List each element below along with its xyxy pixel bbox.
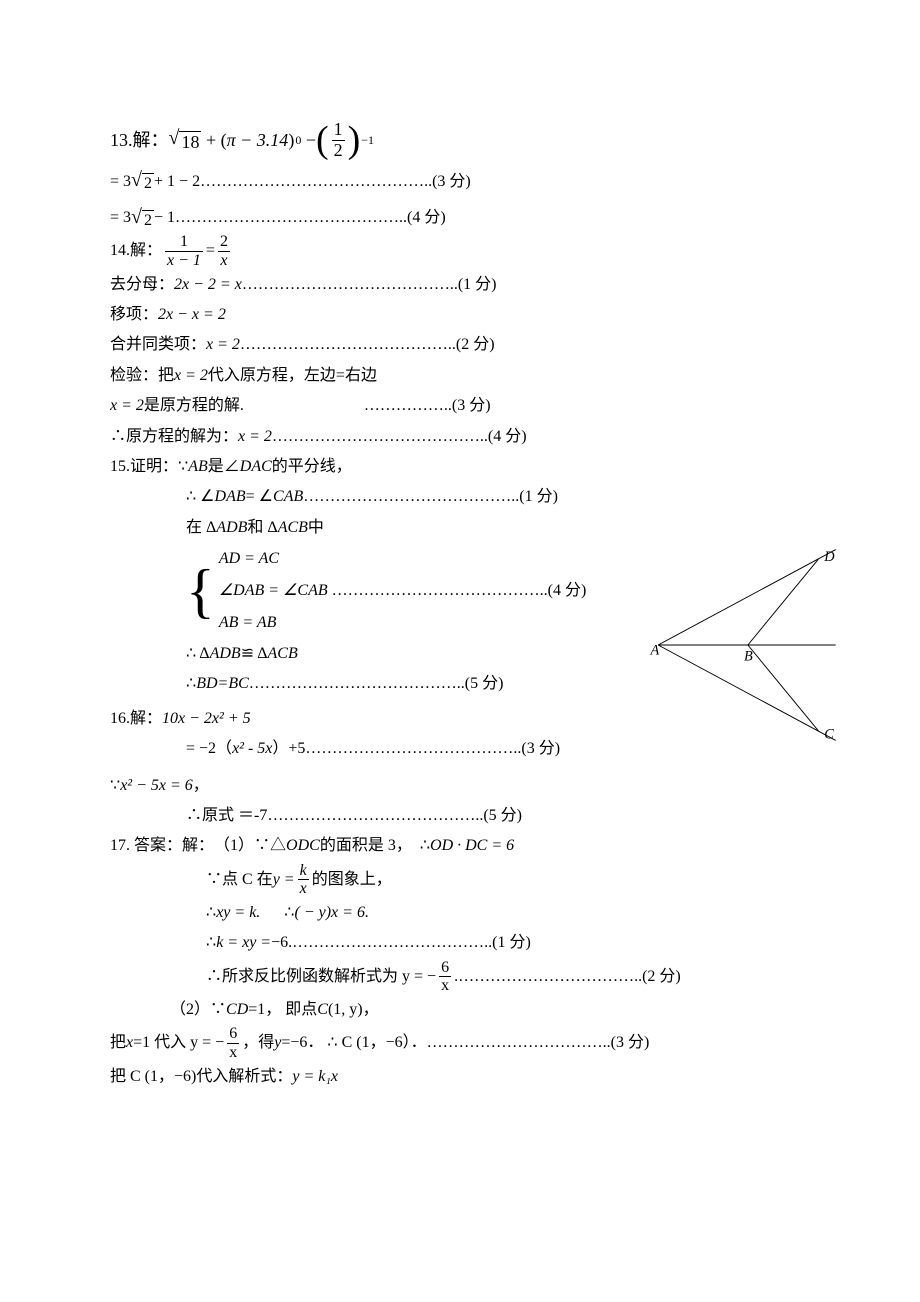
q17-line4: ∴ k = xy = −6. ………………………………..(1 分) [110, 928, 810, 958]
q13-line1: 13.解： √ 18 + ( π − 3.14 ) 0 − ( 1 2 ) −1 [110, 120, 810, 161]
q17-line8: 把 C (1，−6)代入解析式： y = k₁x [110, 1062, 810, 1092]
label-A: A [650, 643, 660, 659]
score-4b: …………………………………..(4 分) [272, 422, 527, 452]
triangle-figure: A B D C [640, 540, 850, 750]
label-C: C [824, 727, 834, 743]
brace-line-3: AB = AB [219, 607, 586, 639]
q16-cond: ∵ x² − 5x = 6 ， [110, 771, 810, 801]
score-3b: ……………..(3 分) [364, 391, 491, 421]
brace-icon: { [186, 561, 215, 621]
q17-line7: 把 x =1 代入 y = − 6 x ，得 y =−6． ∴ C (1，−6）… [110, 1025, 810, 1061]
label-B: B [744, 648, 753, 664]
frac-6-x: 6 x [439, 959, 451, 995]
sqrt-18: √ 18 [169, 128, 202, 154]
q16-res: ∴原式 ＝ -7 …………………………………..(5 分) [110, 801, 810, 831]
brace-line-1: AD = AC [219, 543, 586, 575]
score-2b: ……………………………..(2 分) [458, 962, 681, 992]
score-2: …………………………………..(2 分) [240, 330, 495, 360]
q14-l6: ∴原方程的解为： x = 2 …………………………………..(4 分) [110, 422, 810, 452]
score-1: …………………………………..(1 分) [242, 270, 497, 300]
score-5b: …………………………………..(5 分) [267, 801, 522, 831]
q17-line5: ∴所求反比例函数解析式为 y = − 6 x . ……………………………..(2… [110, 959, 810, 995]
score-3: ……………………………………..(3 分) [200, 167, 471, 197]
q13-step2: = 3 √ 2 − 1 ……………………………………..(4 分) [110, 203, 810, 233]
frac-6-x-2: 6 x [227, 1025, 239, 1061]
score-5: …………………………………..(5 分) [249, 669, 504, 699]
q14-l3: 合并同类项： x = 2 …………………………………..(2 分) [110, 330, 810, 360]
big-paren-half: ( 1 2 ) [316, 120, 360, 161]
q17-line2: ∵点 C 在 y = k x 的图象上， [110, 862, 810, 898]
q16-label: 16.解： [110, 704, 162, 734]
score-3d: ……………………………..(3 分) [427, 1028, 650, 1058]
q14-line1: 14.解： 1 x − 1 = 2 x [110, 233, 810, 269]
score-4: ……………………………………..(4 分) [175, 203, 446, 233]
frac-half: 1 2 [332, 120, 345, 161]
q14-l2: 移项： 2x − x = 2 [110, 300, 810, 330]
page: 13.解： √ 18 + ( π − 3.14 ) 0 − ( 1 2 ) −1… [0, 0, 920, 1302]
q14-l4: 检验：把 x = 2 代入原方程，左边=右边 [110, 361, 810, 391]
q17-line1: 17. 答案：解： （1）∵△ ODC 的面积是 3， ∴ OD · DC = … [110, 831, 810, 861]
score-3c: …………………………………..(3 分) [305, 734, 560, 764]
score-1d: ………………………………..(1 分) [292, 928, 531, 958]
frac-k-x: k x [298, 862, 309, 898]
q17-line3: ∴ xy = k. ∴ ( − y)x = 6. [110, 898, 810, 928]
label-D: D [823, 549, 835, 565]
q13-label: 13.解： [110, 123, 169, 157]
brace-line-2: ∠DAB = ∠CAB …………………………………..(4 分) [219, 575, 586, 607]
q14-l5: x = 2 是原方程的解. ……………..(3 分) [110, 391, 810, 421]
score-4c: …………………………………..(4 分) [332, 582, 587, 599]
frac-rhs: 2 x [218, 233, 230, 269]
q14-label: 14.解： [110, 236, 162, 266]
score-1c: …………………………………..(1 分) [303, 482, 558, 512]
frac-lhs: 1 x − 1 [165, 233, 203, 269]
q17-line6: （2）∵ CD =1， 即点 C (1, y) ， [110, 995, 810, 1025]
q15-line2: ∴ ∠ DAB = ∠ CAB …………………………………..(1 分) [110, 482, 810, 512]
q15-line1: 15.证明： ∵ AB 是∠ DAC 的平分线， [110, 452, 810, 482]
q17-label: 17. 答案：解： [110, 831, 214, 861]
q13-step1: = 3 √ 2 + 1 − 2 ……………………………………..(3 分) [110, 167, 810, 197]
pow-neg1: −1 [361, 129, 374, 152]
q14-l1: 去分母： 2x − 2 = x …………………………………..(1 分) [110, 270, 810, 300]
pi-expr: π − 3.14 [227, 123, 289, 157]
q15-line3: 在 Δ ADB 和 Δ ACB 中 [110, 513, 810, 543]
q15-label: 15.证明： [110, 452, 178, 482]
